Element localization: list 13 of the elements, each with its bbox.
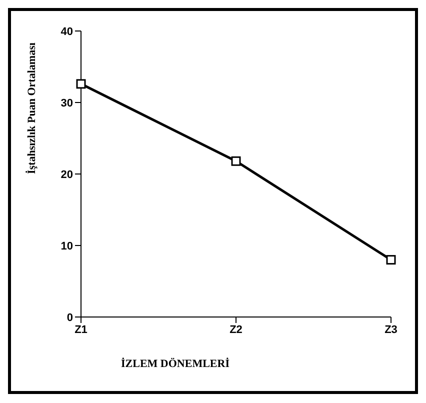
x-axis-title: İZLEM DÖNEMLERİ [121, 357, 230, 370]
y-tick-label: 0 [66, 312, 73, 324]
y-tick-label: 30 [60, 97, 73, 110]
point [76, 79, 86, 89]
y-axis-title: İştahsızlık Puan Ortalaması [24, 42, 38, 174]
y-tick-label: 20 [60, 168, 73, 181]
y-tick-label: 10 [60, 240, 73, 252]
point [386, 255, 396, 265]
x-tick-label: Z1 [74, 324, 88, 336]
x-tick-label: Z2 [230, 324, 242, 336]
x-tick-label: Z3 [384, 324, 398, 336]
point [231, 156, 241, 166]
y-tick-label: 40 [60, 26, 73, 38]
